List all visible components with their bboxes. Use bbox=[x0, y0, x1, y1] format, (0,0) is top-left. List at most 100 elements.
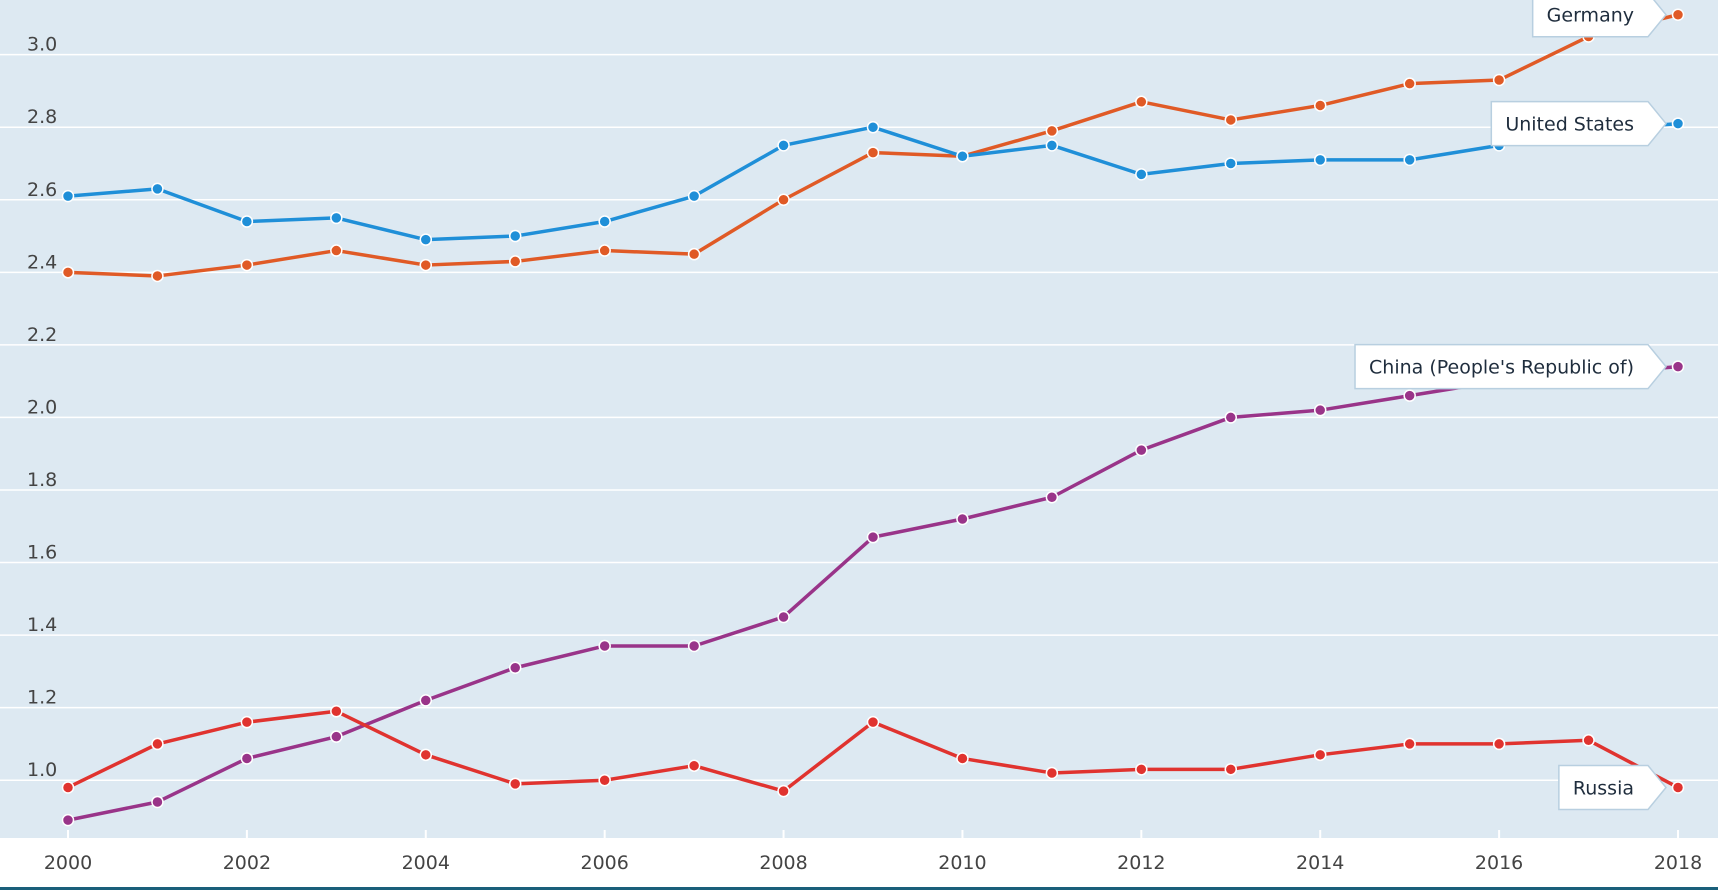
plot-background bbox=[0, 0, 1718, 838]
x-tick-label: 2002 bbox=[223, 852, 271, 874]
data-point-russia bbox=[866, 715, 880, 729]
data-point-united-states bbox=[1671, 117, 1685, 130]
series-labels: Germany United States China (People's Repu… bbox=[1354, 0, 1667, 811]
y-tick-label: 2.8 bbox=[27, 106, 57, 128]
y-tick-label: 1.4 bbox=[27, 614, 57, 636]
bottom-border bbox=[0, 887, 1718, 890]
y-tick-label: 1.0 bbox=[27, 759, 57, 781]
data-point-russia bbox=[151, 737, 164, 751]
data-point-united-states bbox=[151, 182, 164, 196]
series-lines bbox=[61, 8, 1685, 827]
series-label-united-states: United States bbox=[1490, 100, 1667, 147]
data-point-russia bbox=[1135, 763, 1148, 776]
data-point-germany bbox=[1045, 124, 1059, 138]
data-point-china-people-s-republic-of bbox=[1313, 403, 1327, 417]
data-point-china-people-s-republic-of bbox=[508, 661, 522, 674]
data-point-russia bbox=[419, 748, 433, 762]
data-point-russia bbox=[1671, 781, 1685, 794]
data-point-germany bbox=[777, 193, 790, 207]
data-point-china-people-s-republic-of bbox=[956, 512, 969, 526]
data-point-russia bbox=[1492, 737, 1506, 751]
data-point-china-people-s-republic-of bbox=[330, 730, 343, 743]
series-label-box bbox=[1490, 100, 1667, 147]
data-point-united-states bbox=[240, 215, 254, 228]
y-tick-label: 3.0 bbox=[27, 34, 57, 56]
data-point-germany bbox=[1403, 77, 1416, 90]
data-point-united-states bbox=[866, 120, 880, 134]
data-point-china-people-s-republic-of bbox=[866, 530, 880, 544]
data-point-united-states bbox=[777, 139, 790, 152]
data-point-germany bbox=[1135, 95, 1148, 109]
data-point-russia bbox=[1045, 766, 1059, 780]
data-point-russia bbox=[330, 705, 343, 718]
data-point-china-people-s-republic-of bbox=[419, 694, 433, 707]
data-point-germany bbox=[866, 146, 880, 159]
data-point-china-people-s-republic-of bbox=[61, 813, 75, 827]
data-point-germany bbox=[61, 266, 75, 279]
x-tick-label: 2004 bbox=[402, 852, 450, 874]
data-point-russia bbox=[1224, 763, 1238, 776]
data-point-china-people-s-republic-of bbox=[1403, 389, 1416, 402]
data-point-germany bbox=[1492, 73, 1506, 87]
y-tick-label: 1.2 bbox=[27, 687, 57, 709]
data-point-united-states bbox=[956, 149, 969, 163]
y-axis-tick-labels: 1.0 1.2 1.4 1.6 1.8 2.0 2.2 2.4 2.6 2.8 3.0 bbox=[27, 34, 57, 782]
data-point-china-people-s-republic-of bbox=[687, 639, 701, 653]
series-label-box bbox=[1558, 764, 1667, 811]
x-tick-label: 2012 bbox=[1117, 852, 1165, 874]
data-point-germany bbox=[598, 244, 611, 257]
series-label-text: Russia bbox=[1573, 777, 1634, 799]
data-point-united-states bbox=[687, 189, 701, 203]
data-point-united-states bbox=[1045, 139, 1059, 152]
data-point-china-people-s-republic-of bbox=[1045, 490, 1059, 504]
data-point-united-states bbox=[1224, 157, 1238, 170]
data-point-united-states bbox=[419, 233, 433, 246]
x-tick-label: 2010 bbox=[938, 852, 986, 874]
x-axis-tick-labels: 2000 2002 2004 2006 2008 2010 2012 2014 2016 2018 bbox=[44, 852, 1702, 874]
series-label-text: China (People's Republic of) bbox=[1369, 357, 1634, 379]
y-tick-label: 2.4 bbox=[27, 251, 57, 273]
data-point-russia bbox=[687, 759, 701, 772]
series-label-china-people-s-republic-of: China (People's Republic of) bbox=[1354, 343, 1667, 390]
series-label-box bbox=[1531, 0, 1667, 38]
data-point-united-states bbox=[330, 211, 343, 225]
series-label-box bbox=[1354, 343, 1667, 390]
series-label-germany: Germany bbox=[1531, 0, 1667, 38]
data-point-russia bbox=[598, 773, 611, 787]
data-point-germany bbox=[1671, 8, 1685, 21]
series-label-russia: Russia bbox=[1558, 764, 1667, 811]
x-tick-label: 2016 bbox=[1475, 852, 1523, 874]
series-germany bbox=[61, 8, 1685, 283]
data-point-germany bbox=[687, 247, 701, 261]
data-point-china-people-s-republic-of bbox=[598, 639, 611, 653]
data-point-germany bbox=[1313, 99, 1327, 112]
y-tick-label: 1.6 bbox=[27, 542, 57, 564]
series-label-text: United States bbox=[1505, 114, 1634, 136]
data-point-united-states bbox=[508, 229, 522, 243]
grid-lines bbox=[0, 53, 1718, 838]
data-point-russia bbox=[1403, 737, 1416, 751]
y-tick-label: 2.6 bbox=[27, 179, 57, 201]
data-point-china-people-s-republic-of bbox=[151, 795, 164, 809]
x-tick-label: 2014 bbox=[1296, 852, 1344, 874]
data-point-united-states bbox=[1313, 153, 1327, 167]
data-point-china-people-s-republic-of bbox=[1224, 411, 1238, 424]
x-tick-label: 2000 bbox=[44, 852, 92, 874]
x-tick-label: 2008 bbox=[759, 852, 807, 874]
x-tick-label: 2006 bbox=[580, 852, 628, 874]
data-point-russia bbox=[956, 752, 969, 765]
data-point-russia bbox=[1582, 734, 1595, 747]
x-tick-label: 2018 bbox=[1654, 852, 1702, 874]
data-point-russia bbox=[1313, 748, 1327, 762]
data-point-russia bbox=[777, 784, 790, 798]
data-point-united-states bbox=[598, 215, 611, 228]
data-point-germany bbox=[151, 269, 164, 283]
data-point-russia bbox=[61, 781, 75, 794]
data-point-germany bbox=[1224, 113, 1238, 127]
data-point-china-people-s-republic-of bbox=[1135, 443, 1148, 457]
data-point-china-people-s-republic-of bbox=[1671, 360, 1685, 373]
data-point-china-people-s-republic-of bbox=[240, 752, 254, 765]
data-point-united-states bbox=[1403, 153, 1416, 167]
data-point-russia bbox=[240, 715, 254, 729]
